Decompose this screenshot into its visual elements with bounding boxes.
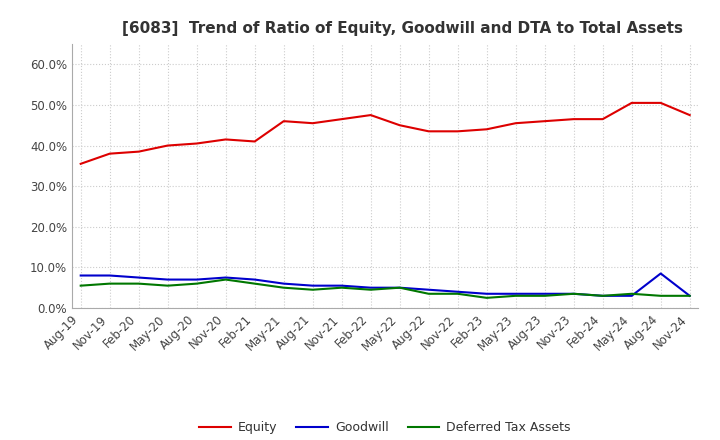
Goodwill [76,273,85,278]
Deferred Tax Assets [135,281,143,286]
Goodwill [627,293,636,298]
Deferred Tax Assets [308,287,317,292]
Equity [192,141,201,146]
Deferred Tax Assets [338,285,346,290]
Goodwill [366,285,375,290]
Equity [541,118,549,124]
Goodwill [105,273,114,278]
Line: Equity: Equity [81,103,690,164]
Equity [366,113,375,118]
Goodwill [511,291,520,297]
Goodwill [251,277,259,282]
Line: Deferred Tax Assets: Deferred Tax Assets [81,279,690,298]
Deferred Tax Assets [163,283,172,288]
Deferred Tax Assets [570,291,578,297]
Deferred Tax Assets [366,287,375,292]
Deferred Tax Assets [511,293,520,298]
Equity [251,139,259,144]
Equity [454,128,462,134]
Deferred Tax Assets [598,293,607,298]
Goodwill [454,289,462,294]
Goodwill [395,285,404,290]
Goodwill [135,275,143,280]
Goodwill [598,293,607,298]
Equity [511,121,520,126]
Deferred Tax Assets [424,291,433,297]
Goodwill [541,291,549,297]
Deferred Tax Assets [105,281,114,286]
Goodwill [482,291,491,297]
Deferred Tax Assets [192,281,201,286]
Deferred Tax Assets [251,281,259,286]
Equity [308,121,317,126]
Deferred Tax Assets [627,291,636,297]
Deferred Tax Assets [221,277,230,282]
Equity [135,149,143,154]
Deferred Tax Assets [279,285,288,290]
Equity [570,117,578,122]
Deferred Tax Assets [541,293,549,298]
Legend: Equity, Goodwill, Deferred Tax Assets: Equity, Goodwill, Deferred Tax Assets [194,416,576,439]
Equity [685,113,694,118]
Equity [657,100,665,106]
Goodwill [192,277,201,282]
Deferred Tax Assets [657,293,665,298]
Equity [482,127,491,132]
Text: [6083]  Trend of Ratio of Equity, Goodwill and DTA to Total Assets: [6083] Trend of Ratio of Equity, Goodwil… [122,21,683,36]
Goodwill [163,277,172,282]
Goodwill [657,271,665,276]
Goodwill [685,293,694,298]
Equity [163,143,172,148]
Equity [76,161,85,166]
Deferred Tax Assets [76,283,85,288]
Goodwill [221,275,230,280]
Goodwill [424,287,433,292]
Deferred Tax Assets [395,285,404,290]
Deferred Tax Assets [454,291,462,297]
Goodwill [308,283,317,288]
Goodwill [279,281,288,286]
Equity [105,151,114,156]
Equity [279,118,288,124]
Goodwill [570,291,578,297]
Equity [221,137,230,142]
Equity [598,117,607,122]
Equity [627,100,636,106]
Deferred Tax Assets [482,295,491,301]
Line: Goodwill: Goodwill [81,274,690,296]
Deferred Tax Assets [685,293,694,298]
Goodwill [338,283,346,288]
Equity [395,123,404,128]
Equity [338,117,346,122]
Equity [424,128,433,134]
